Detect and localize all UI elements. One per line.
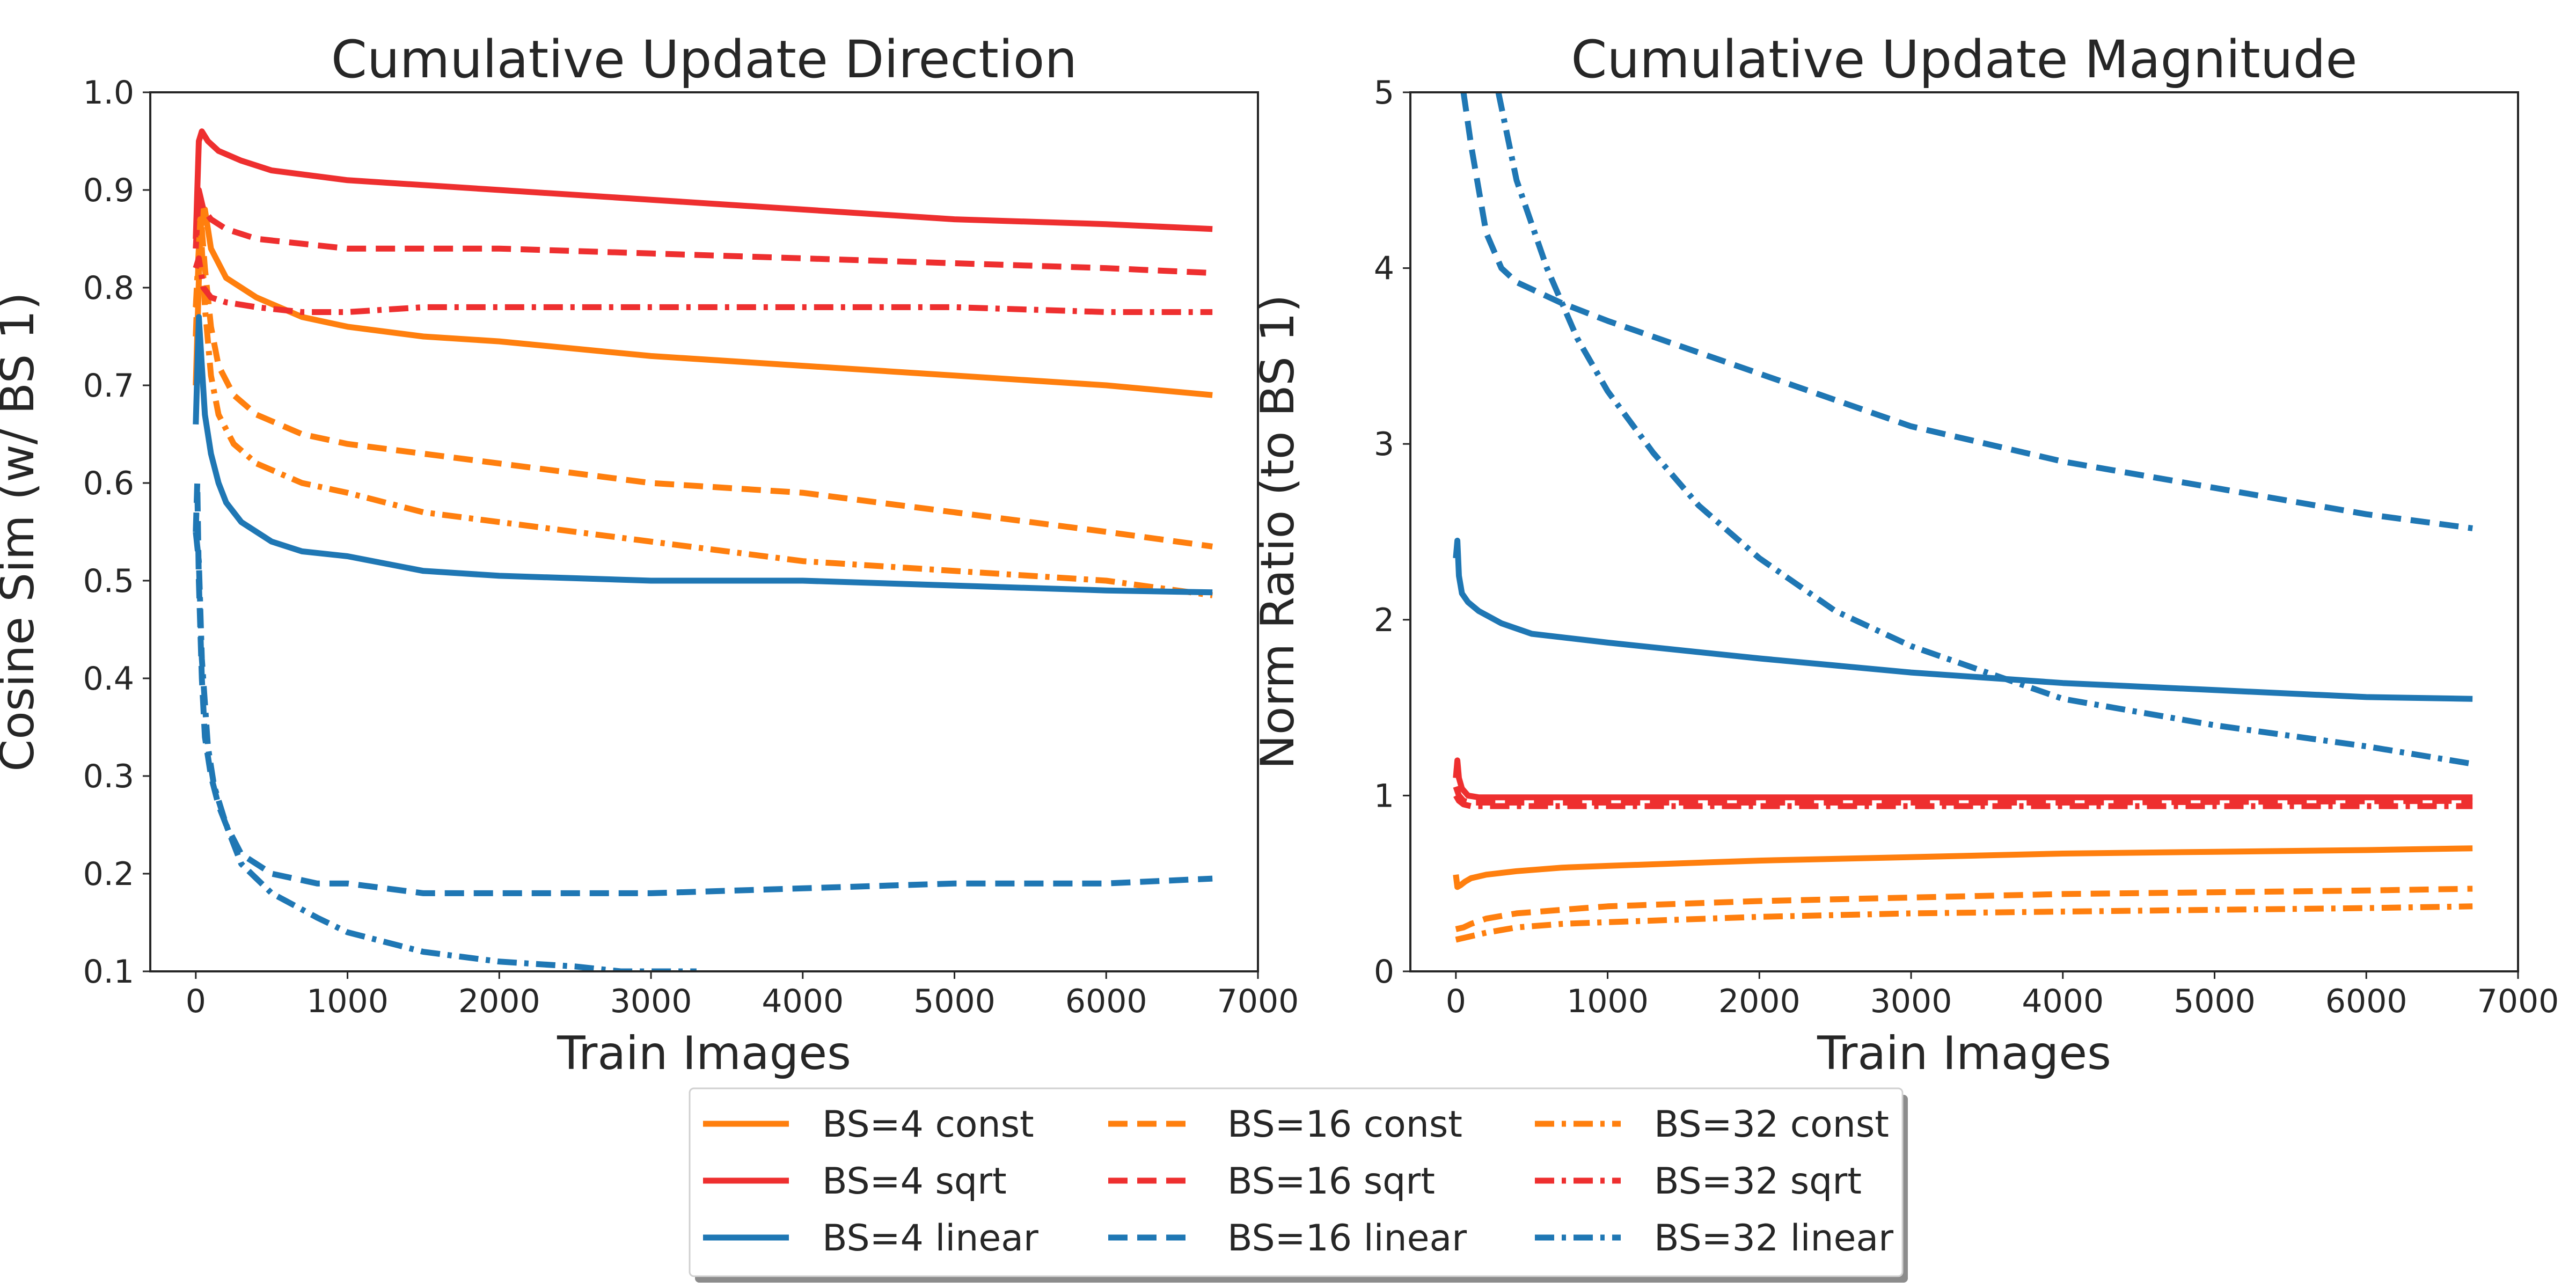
series-line-bs-16-const: [1455, 885, 2473, 932]
x-tick-label: 2000: [1718, 983, 1801, 1020]
legend-label: BS=32 linear: [1654, 1217, 1893, 1260]
x-tick-label: 4000: [2022, 983, 2104, 1020]
y-axis-label: Norm Ratio (to BS 1): [1251, 295, 1305, 770]
y-tick-label: 2: [1374, 602, 1394, 639]
x-tick-label: 5000: [913, 983, 996, 1020]
series-line-bs-4-sqrt: [1453, 757, 2473, 801]
x-tick-label: 0: [186, 983, 206, 1020]
chart-title: Cumulative Update Direction: [331, 30, 1077, 90]
series-line-bs-16-linear: [193, 480, 1213, 896]
plot-frame: [1409, 91, 2519, 972]
x-tick-label: 6000: [1065, 983, 1147, 1020]
series-line-bs-16-const: [193, 206, 1213, 550]
x-tick-label: 7000: [2477, 983, 2559, 1020]
y-tick-label: 0.1: [83, 953, 134, 991]
series-line-bs-32-linear: [1495, 92, 2473, 767]
y-tick-label: 0.3: [83, 758, 134, 795]
x-axis-label: Train Images: [1817, 1027, 2111, 1080]
y-tick-label: 0.7: [83, 367, 134, 405]
x-tick-label: 4000: [762, 983, 844, 1020]
series-line-bs-4-linear: [1453, 537, 2473, 702]
y-tick-label: 0.8: [83, 269, 134, 307]
y-axis-label: Cosine Sim (w/ BS 1): [0, 292, 45, 772]
x-tick-label: 7000: [1217, 983, 1299, 1020]
legend-label: BS=32 const: [1654, 1103, 1889, 1146]
x-axis-label: Train Images: [557, 1027, 851, 1080]
series-line-bs-16-sqrt: [1453, 786, 2473, 806]
legend-label: BS=16 linear: [1227, 1217, 1467, 1260]
y-tick-label: 0: [1374, 953, 1394, 991]
x-tick-label: 5000: [2174, 983, 2256, 1020]
series-line-bs-16-sqrt: [193, 187, 1213, 276]
legend-label: BS=4 const: [822, 1103, 1034, 1146]
y-tick-label: 0.4: [83, 660, 134, 698]
cosine-sim-panel: 0 1000 2000 3000 4000 5000 6000 7000 0.1 0.2 0.3 0.…: [0, 30, 1299, 1080]
y-tick-label: 1: [1374, 777, 1394, 815]
y-tick-label: 0.2: [83, 855, 134, 893]
x-tick-label: 3000: [1870, 983, 1952, 1020]
series-line-bs-4-const: [193, 206, 1213, 398]
series-line-bs-4-linear: [193, 314, 1213, 596]
chart-title: Cumulative Update Magnitude: [1571, 30, 2357, 90]
y-tick-label: 5: [1374, 74, 1394, 112]
legend-label: BS=32 sqrt: [1654, 1160, 1862, 1203]
series-line-bs-32-const: [1455, 903, 2473, 943]
legend-label: BS=4 linear: [822, 1217, 1038, 1260]
x-tick-label: 0: [1446, 983, 1466, 1020]
series-group: [193, 128, 1213, 971]
x-tick-label: 3000: [610, 983, 692, 1020]
series-line-bs-32-linear: [193, 531, 697, 971]
x-tick-label: 2000: [458, 983, 540, 1020]
y-tick-label: 1.0: [83, 74, 134, 112]
y-tick-label: 0.5: [83, 562, 134, 600]
legend-label: BS=16 sqrt: [1227, 1160, 1435, 1203]
y-tick-label: 0.6: [83, 465, 134, 502]
series-line-bs-4-const: [1453, 845, 2473, 890]
legend-label: BS=4 sqrt: [822, 1160, 1007, 1203]
x-tick-label: 1000: [306, 983, 389, 1020]
legend-box: [689, 1087, 1904, 1277]
series-line-bs-16-linear: [1460, 92, 2473, 531]
y-tick-label: 4: [1374, 250, 1394, 288]
x-tick-label: 1000: [1567, 983, 1649, 1020]
series-line-bs-32-sqrt: [193, 255, 1213, 315]
legend: BS=4 const BS=4 sqrt BS=4 linear BS=16 cons…: [689, 1087, 1908, 1283]
series-line-bs-4-sqrt: [193, 128, 1213, 239]
plot-frame: [149, 91, 1259, 972]
legend-label: BS=16 const: [1227, 1103, 1462, 1146]
series-line-bs-32-const: [193, 216, 1213, 598]
y-tick-label: 0.9: [83, 172, 134, 209]
series-line-bs-32-sqrt: [1453, 794, 2473, 809]
norm-ratio-panel: 0 1000 2000 3000 4000 5000 6000 7000 0 1 2 3 4 5 Cumul…: [1251, 30, 2559, 1080]
series-group: [1453, 92, 2473, 943]
x-tick-label: 6000: [2325, 983, 2407, 1020]
y-tick-label: 3: [1374, 426, 1394, 463]
